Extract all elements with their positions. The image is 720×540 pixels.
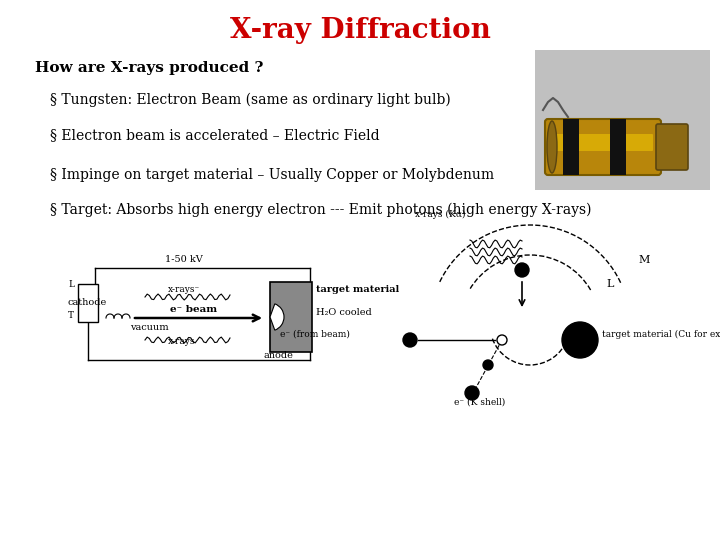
Text: H₂O cooled: H₂O cooled — [316, 308, 372, 317]
Bar — [610, 119, 626, 175]
Text: § Tungsten: Electron Beam (same as ordinary light bulb): § Tungsten: Electron Beam (same as ordin… — [50, 93, 451, 107]
Text: X-ray Diffraction: X-ray Diffraction — [230, 17, 490, 44]
Text: x-rays⁻: x-rays⁻ — [168, 285, 200, 294]
Text: x-rays (Kα): x-rays (Kα) — [415, 210, 466, 219]
Text: § Electron beam is accelerated – Electric Field: § Electron beam is accelerated – Electri… — [50, 128, 379, 142]
FancyBboxPatch shape — [656, 124, 688, 170]
Text: § Target: Absorbs high energy electron --- Emit photons (high energy X-rays): § Target: Absorbs high energy electron -… — [50, 203, 592, 217]
Text: e⁻ (from beam): e⁻ (from beam) — [280, 330, 350, 339]
Text: L: L — [606, 279, 613, 289]
Text: vacuum: vacuum — [130, 323, 168, 332]
Text: e⁻ (K shell): e⁻ (K shell) — [454, 398, 505, 407]
FancyBboxPatch shape — [551, 134, 653, 151]
Wedge shape — [270, 304, 284, 330]
Text: x-rays: x-rays — [168, 337, 196, 346]
Bar — [270, 282, 312, 352]
Circle shape — [483, 360, 493, 370]
Text: anode: anode — [263, 351, 293, 360]
Circle shape — [465, 386, 479, 400]
Text: cathode: cathode — [68, 298, 107, 307]
Circle shape — [562, 322, 598, 358]
Bar — [78, 284, 98, 322]
Text: T: T — [68, 311, 74, 320]
Text: How are X-rays produced ?: How are X-rays produced ? — [35, 61, 264, 75]
Circle shape — [497, 335, 507, 345]
Ellipse shape — [547, 121, 557, 173]
Circle shape — [515, 263, 529, 277]
Bar — [535, 50, 710, 190]
Text: L: L — [68, 280, 74, 289]
Text: 1-50 kV: 1-50 kV — [165, 255, 203, 264]
Text: target material: target material — [316, 285, 400, 294]
Text: § Impinge on target material – Usually Copper or Molybdenum: § Impinge on target material – Usually C… — [50, 168, 494, 182]
Text: target material (Cu for ex.): target material (Cu for ex.) — [602, 330, 720, 339]
Text: K: K — [576, 339, 585, 349]
Text: M: M — [638, 255, 649, 265]
Bar — [563, 119, 579, 175]
Text: e⁻ beam: e⁻ beam — [170, 305, 217, 314]
FancyBboxPatch shape — [545, 119, 661, 175]
Circle shape — [403, 333, 417, 347]
